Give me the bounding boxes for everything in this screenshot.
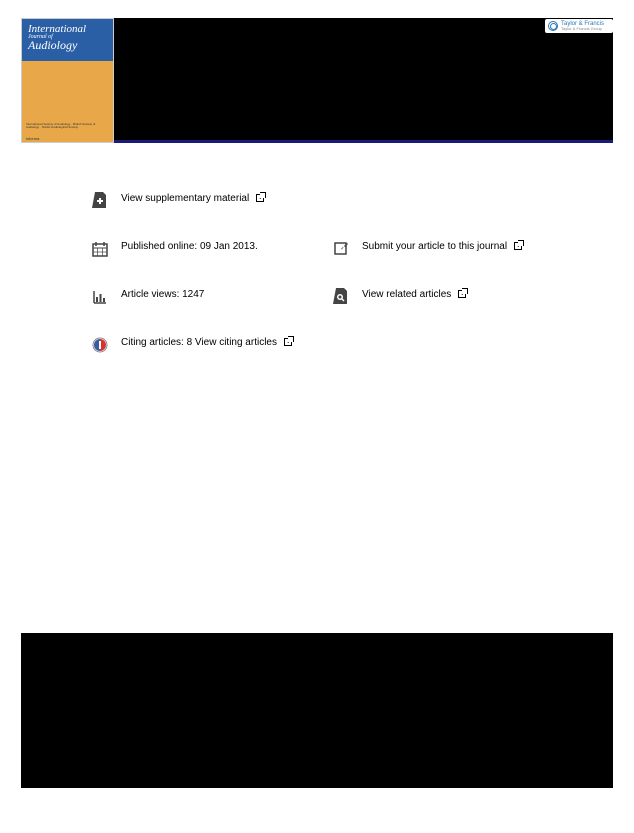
submit-icon bbox=[332, 240, 350, 258]
calendar-icon bbox=[91, 240, 109, 258]
views-item: Article views: 1247 bbox=[91, 288, 302, 306]
published-item: Published online: 09 Jan 2013. bbox=[91, 240, 302, 258]
external-link-icon bbox=[284, 338, 292, 346]
tf-logo-text2: Taylor & Francis Group bbox=[561, 27, 604, 31]
supplementary-item[interactable]: View supplementary material bbox=[91, 192, 302, 210]
supplementary-text: View supplementary material bbox=[121, 193, 249, 204]
external-link-icon bbox=[458, 290, 466, 298]
chart-icon bbox=[91, 288, 109, 306]
header-banner: ISSN 1499-2027 (Print) ISSN 1708-8186 In… bbox=[21, 18, 613, 143]
supplementary-icon bbox=[91, 192, 109, 210]
citing-item[interactable]: Citing articles: 8 View citing articles bbox=[91, 336, 302, 354]
cover-title-block: International Journal of Audiology bbox=[22, 19, 113, 61]
external-link-icon bbox=[514, 242, 522, 250]
info-grid: View supplementary material Published on… bbox=[21, 192, 613, 354]
cover-title-3: Audiology bbox=[28, 38, 107, 53]
citing-text: Citing articles: 8 View citing articles bbox=[121, 337, 277, 348]
article-meta bbox=[21, 162, 613, 172]
tf-logo-icon bbox=[548, 21, 558, 31]
related-text: View related articles bbox=[362, 289, 451, 300]
taylor-francis-logo[interactable]: Taylor & Francis Taylor & Francis Group bbox=[545, 19, 613, 33]
views-text: Article views: 1247 bbox=[121, 288, 204, 302]
cover-footer: International Society of Audiology · Bri… bbox=[26, 123, 109, 130]
cover-publisher: informa bbox=[26, 136, 39, 141]
bottom-band bbox=[21, 633, 613, 788]
related-icon bbox=[332, 288, 350, 306]
journal-cover: ISSN 1499-2027 (Print) ISSN 1708-8186 In… bbox=[21, 18, 114, 143]
related-item[interactable]: View related articles bbox=[332, 288, 543, 306]
submit-item[interactable]: Submit your article to this journal bbox=[332, 240, 543, 258]
submit-text: Submit your article to this journal bbox=[362, 241, 507, 252]
published-text: Published online: 09 Jan 2013. bbox=[121, 240, 258, 254]
crossmark-icon bbox=[91, 336, 109, 354]
external-link-icon bbox=[256, 194, 264, 202]
